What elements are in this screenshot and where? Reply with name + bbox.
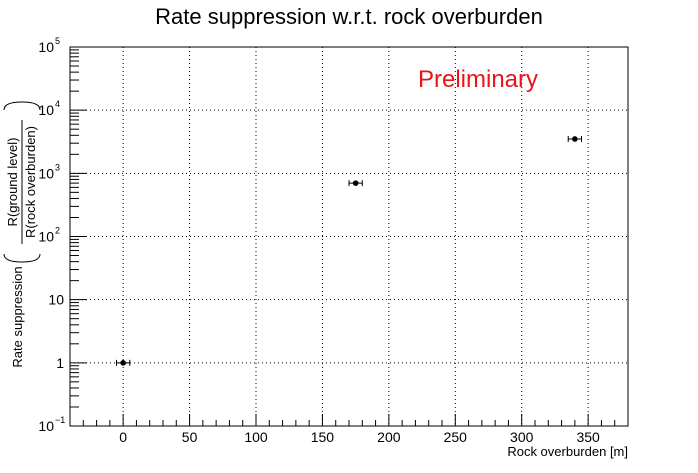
x-axis-label: Rock overburden [m] <box>507 444 628 459</box>
y-tick-exponent: 3 <box>55 162 60 172</box>
y-axis-label: Rate suppression R(ground level) R(rock ov… <box>3 101 41 368</box>
y-tick-label: 10 <box>48 292 64 308</box>
y-tick-label: 10 <box>38 39 54 55</box>
x-tick-label: 50 <box>182 429 198 445</box>
x-tick-label: 300 <box>510 429 534 445</box>
plot-frame <box>69 46 629 427</box>
y-label-numerator: R(ground level) <box>5 138 20 227</box>
y-tick-label: 10 <box>38 229 54 245</box>
chart-title: Rate suppression w.r.t. rock overburden <box>155 4 543 29</box>
y-tick-label: 10 <box>38 418 54 434</box>
y-tick-exponent: 2 <box>55 226 60 236</box>
y-tick-exponent: −1 <box>55 415 65 425</box>
y-tick-label: 10 <box>38 102 54 118</box>
y-label-paren-right <box>3 101 41 111</box>
data-point <box>572 136 578 142</box>
x-tick-label: 350 <box>576 429 600 445</box>
x-tick-label: 0 <box>119 429 127 445</box>
x-tick-label: 100 <box>244 429 268 445</box>
y-label-paren-left <box>3 253 41 263</box>
data-point <box>120 360 126 366</box>
data-point <box>352 180 359 186</box>
y-label-denominator: R(rock overburden) <box>23 126 38 238</box>
x-tick-label: 250 <box>444 429 468 445</box>
y-tick-exponent: 5 <box>55 36 60 46</box>
y-tick-label: 10 <box>38 165 54 181</box>
y-label-prefix: Rate suppression <box>10 266 25 367</box>
preliminary-annotation: Preliminary <box>418 66 539 93</box>
x-tick-label: 150 <box>311 429 335 445</box>
y-tick-label: 1 <box>56 355 64 371</box>
x-tick-label: 200 <box>377 429 401 445</box>
y-tick-exponent: 4 <box>55 99 60 109</box>
